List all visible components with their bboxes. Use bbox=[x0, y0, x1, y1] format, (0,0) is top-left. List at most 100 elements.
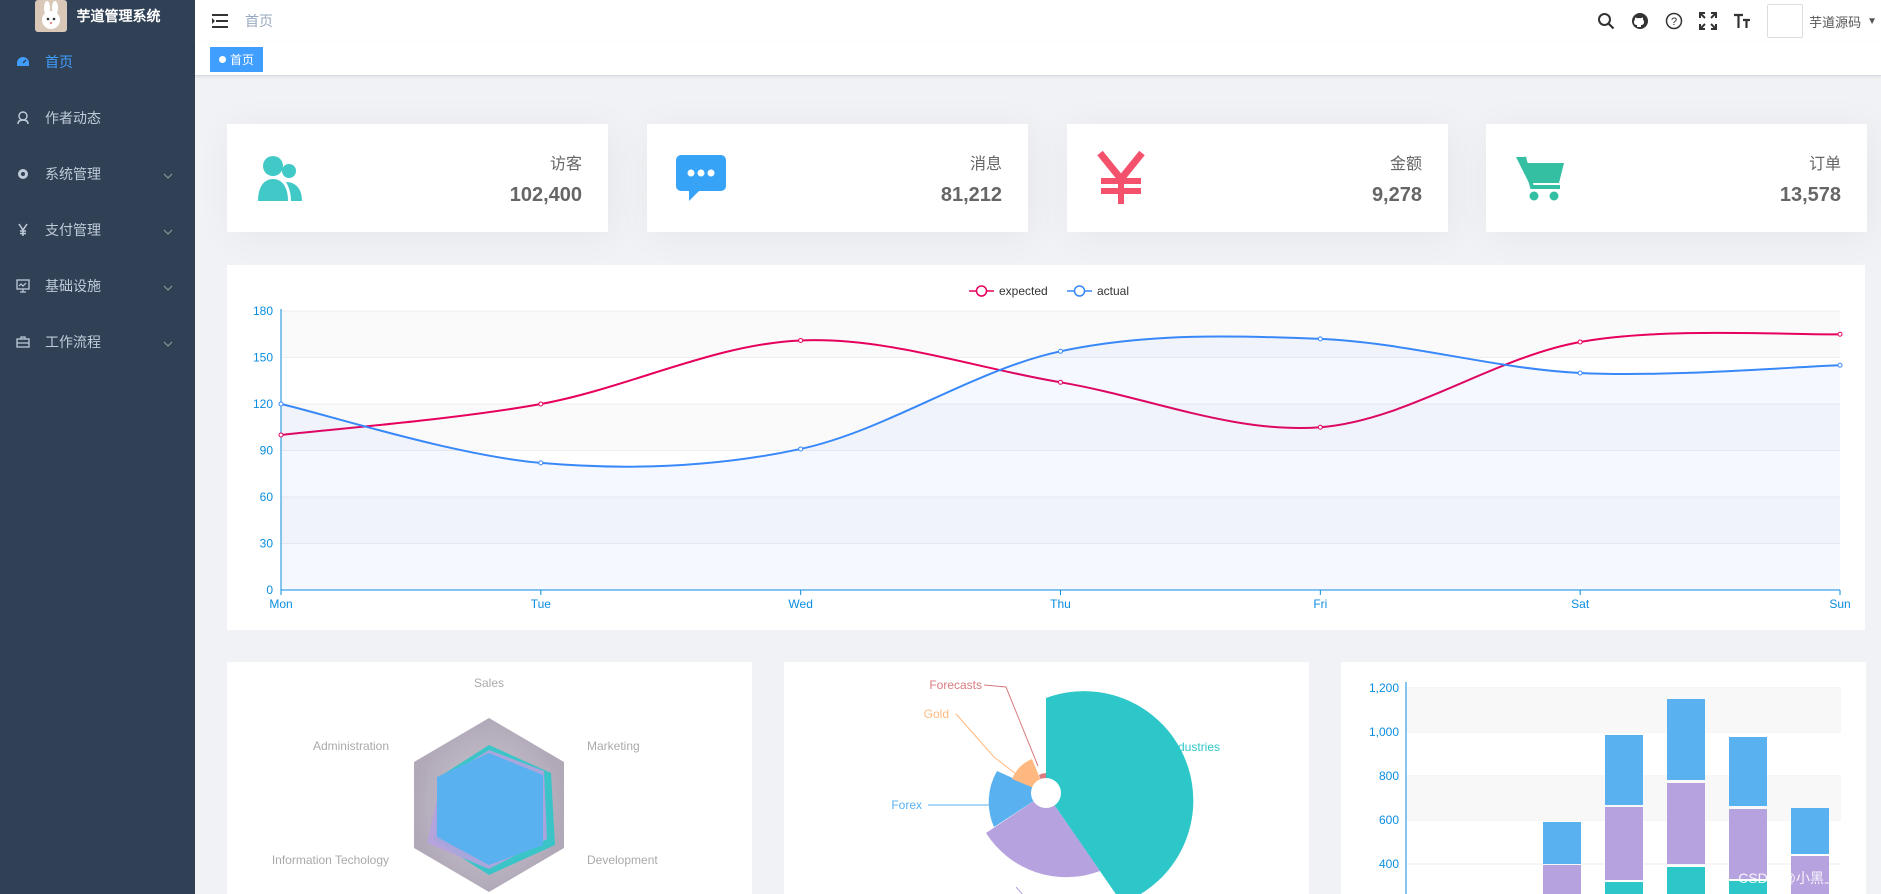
navbar: 首页 ? 芋道源码 ▼ bbox=[195, 0, 1881, 42]
panel-visitors[interactable]: 访客 102,400 bbox=[227, 124, 608, 232]
username[interactable]: 芋道源码 bbox=[1809, 14, 1862, 30]
bar-chart: 1,200 1,000 800 600 400 bbox=[1369, 681, 1841, 894]
line-point bbox=[1577, 339, 1583, 345]
bar-stack-4 bbox=[1729, 737, 1767, 894]
sidebar-item-label: 作者动态 bbox=[45, 110, 101, 126]
help-icon[interactable]: ? bbox=[1657, 12, 1691, 30]
chevron-down-icon bbox=[163, 334, 173, 350]
sidebar-item-infra[interactable]: 基础设施 bbox=[0, 258, 195, 314]
line-xtick-label: Wed bbox=[788, 597, 812, 611]
panel-money[interactable]: 金额 9,278 bbox=[1067, 124, 1448, 232]
breadcrumb[interactable]: 首页 bbox=[245, 13, 273, 29]
radar-label: Development bbox=[587, 853, 658, 867]
line-point bbox=[1058, 348, 1063, 354]
radar-label: Information Techology bbox=[272, 853, 389, 867]
hamburger-icon[interactable] bbox=[195, 13, 245, 29]
sidebar-item-label: 工作流程 bbox=[45, 334, 101, 350]
radar-chart-card: Sales Marketing Development Information … bbox=[227, 662, 752, 894]
line-ytick-label: 30 bbox=[260, 537, 274, 551]
sidebar-item-system[interactable]: 系统管理 bbox=[0, 146, 195, 202]
sidebar-item-workflow[interactable]: 工作流程 bbox=[0, 314, 195, 370]
line-point bbox=[1837, 362, 1843, 368]
bar-stack-5 bbox=[1791, 808, 1829, 894]
line-xtick-label: Sat bbox=[1571, 597, 1590, 611]
line-point bbox=[1317, 424, 1323, 430]
yen-icon bbox=[15, 222, 31, 238]
sidebar-item-author[interactable]: 作者动态 bbox=[0, 90, 195, 146]
line-chart: 0 30 60 90 120 150 180 Mon Tue Wed Thu Fri Sat Sun exp… bbox=[253, 284, 1851, 611]
caret-down-icon[interactable]: ▼ bbox=[1867, 15, 1877, 27]
fullscreen-icon[interactable] bbox=[1691, 12, 1725, 30]
tag-label: 首页 bbox=[230, 53, 255, 67]
radar-label: Marketing bbox=[587, 739, 640, 753]
font-size-icon[interactable] bbox=[1725, 12, 1759, 30]
pie-label: Industries bbox=[1168, 740, 1220, 754]
app-title: 芋道管理系统 bbox=[76, 8, 161, 24]
radar-chart: Sales Marketing Development Information … bbox=[272, 676, 658, 892]
pie-chart-card: Industries Forex Gold Forecasts bbox=[784, 662, 1309, 894]
pie-label: Gold bbox=[924, 707, 949, 721]
logo-icon bbox=[34, 0, 67, 32]
line-xtick-label: Tue bbox=[531, 597, 552, 611]
watermark: CSDN @小黑上街 bbox=[1738, 870, 1852, 886]
line-xtick-label: Mon bbox=[269, 597, 292, 611]
line-point bbox=[278, 432, 284, 438]
monitor-icon bbox=[15, 278, 31, 294]
panel-messages[interactable]: 消息 81,212 bbox=[647, 124, 1028, 232]
navbar-right-menu: ? 芋道源码 ▼ bbox=[1589, 0, 1881, 42]
line-ytick-label: 90 bbox=[260, 444, 274, 458]
sidebar-item-label: 首页 bbox=[45, 54, 73, 70]
line-xtick-label: Fri bbox=[1313, 597, 1327, 611]
message-icon bbox=[673, 150, 729, 206]
panel-title: 访客 bbox=[549, 156, 582, 173]
line-point bbox=[1058, 379, 1063, 385]
line-ytick-label: 60 bbox=[260, 490, 274, 504]
panel-value: 102,400 bbox=[509, 184, 582, 206]
bar-ytick: 400 bbox=[1379, 857, 1399, 871]
legend-marker bbox=[975, 285, 988, 297]
search-icon[interactable] bbox=[1589, 12, 1623, 30]
line-point bbox=[1577, 370, 1583, 376]
avatar[interactable] bbox=[1767, 4, 1804, 38]
gear-icon bbox=[15, 166, 31, 182]
bar-ytick: 600 bbox=[1379, 813, 1399, 827]
bar-stack-2 bbox=[1605, 735, 1643, 894]
chevron-down-icon bbox=[163, 278, 173, 294]
panel-value: 9,278 bbox=[1371, 184, 1422, 206]
line-point bbox=[1837, 331, 1843, 337]
line-point bbox=[798, 337, 804, 343]
active-dot-icon bbox=[219, 56, 226, 63]
money-icon bbox=[1093, 150, 1149, 206]
panel-title: 消息 bbox=[969, 156, 1002, 173]
panel-orders[interactable]: 订单 13,578 bbox=[1486, 124, 1867, 232]
dashboard-icon bbox=[15, 54, 31, 70]
line-ytick-label: 120 bbox=[253, 397, 273, 411]
panel-value: 13,578 bbox=[1779, 184, 1841, 206]
pie-slice bbox=[1046, 691, 1194, 894]
line-point bbox=[538, 460, 544, 466]
bar-ytick: 800 bbox=[1379, 769, 1399, 783]
line-chart-card: 0 30 60 90 120 150 180 Mon Tue Wed Thu Fri Sat Sun exp… bbox=[227, 265, 1865, 630]
legend-marker bbox=[1073, 285, 1086, 297]
github-icon[interactable] bbox=[1623, 12, 1657, 30]
line-point bbox=[798, 446, 804, 452]
sidebar-item-home[interactable]: 首页 bbox=[0, 34, 195, 90]
line-point bbox=[1317, 336, 1323, 342]
people-icon bbox=[15, 110, 31, 126]
line-ytick-label: 180 bbox=[253, 304, 273, 318]
pie-label: Forex bbox=[891, 798, 922, 812]
panel-title: 订单 bbox=[1808, 156, 1841, 173]
svg-text:?: ? bbox=[1671, 16, 1677, 28]
tag-home[interactable]: 首页 bbox=[210, 47, 264, 72]
sidebar-item-pay[interactable]: 支付管理 bbox=[0, 202, 195, 258]
pie-label: Forecasts bbox=[929, 678, 982, 692]
sidebar-logo[interactable]: 芋道管理系统 bbox=[0, 0, 195, 32]
radar-label: Administration bbox=[313, 739, 389, 753]
sidebar-item-label: 基础设施 bbox=[45, 278, 101, 294]
pie-slice bbox=[986, 793, 1100, 878]
bar-chart-card: 1,200 1,000 800 600 400 CSDN @小黑上街 bbox=[1341, 662, 1866, 894]
sidebar: 芋道管理系统 首页 作者动态 系统管理 支付管理 基础设施 工作流程 bbox=[0, 0, 195, 894]
peoples-icon bbox=[253, 150, 309, 206]
line-ytick-label: 150 bbox=[253, 351, 273, 365]
sidebar-item-label: 系统管理 bbox=[45, 166, 101, 182]
